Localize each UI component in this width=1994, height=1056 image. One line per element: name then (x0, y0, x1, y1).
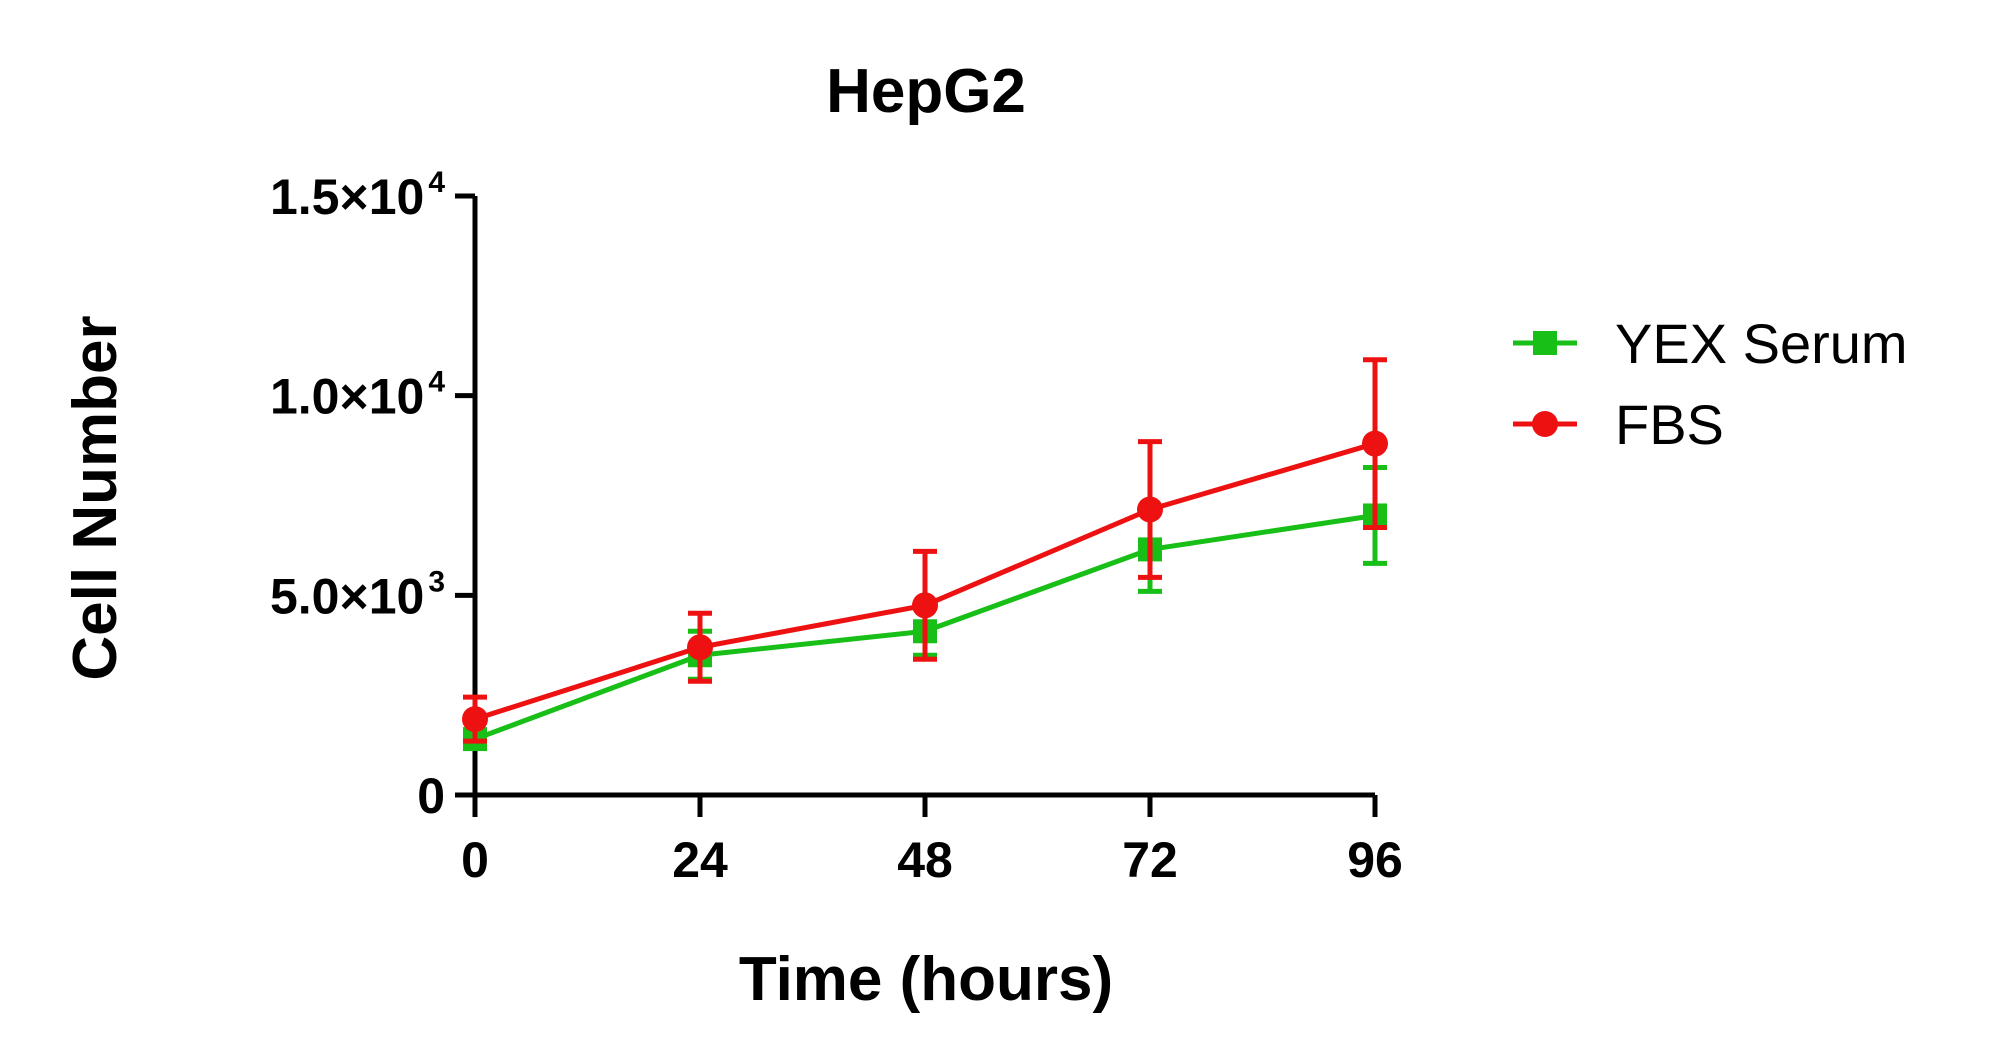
x-tick-label: 24 (672, 832, 728, 888)
x-tick-label: 96 (1347, 832, 1403, 888)
x-tick-label: 48 (897, 832, 953, 888)
legend-swatch-marker (1533, 331, 1557, 355)
legend: YEX Serum FBS (1513, 312, 1908, 456)
data-point (1137, 496, 1163, 523)
series-layer (462, 357, 1388, 752)
x-tick-label: 0 (461, 832, 489, 888)
data-point (912, 592, 938, 619)
legend-swatch-marker (1532, 411, 1558, 437)
y-tick-label: 1.0×10 4 (270, 366, 445, 425)
data-point (1362, 430, 1388, 457)
x-axis: 0 24 48 72 96 (461, 792, 1403, 888)
series-fbs (462, 357, 1388, 744)
y-axis: 0 5.0×10 3 1.0×10 4 1.5×10 4 (270, 166, 478, 824)
legend-label: YEX Serum (1615, 312, 1908, 375)
legend-item: FBS (1513, 393, 1724, 456)
y-tick-label: 0 (417, 768, 445, 824)
data-point (462, 706, 488, 733)
y-tick-label: 5.0×10 3 (270, 565, 445, 624)
x-axis-label: Time (hours) (739, 945, 1113, 1014)
legend-item: YEX Serum (1513, 312, 1908, 375)
chart-title: HepG2 (826, 57, 1026, 126)
x-tick-label: 72 (1122, 832, 1178, 888)
y-axis-label: Cell Number (61, 315, 130, 680)
data-point (687, 634, 713, 661)
legend-label: FBS (1615, 393, 1724, 456)
y-tick-label: 1.5×10 4 (270, 166, 445, 225)
